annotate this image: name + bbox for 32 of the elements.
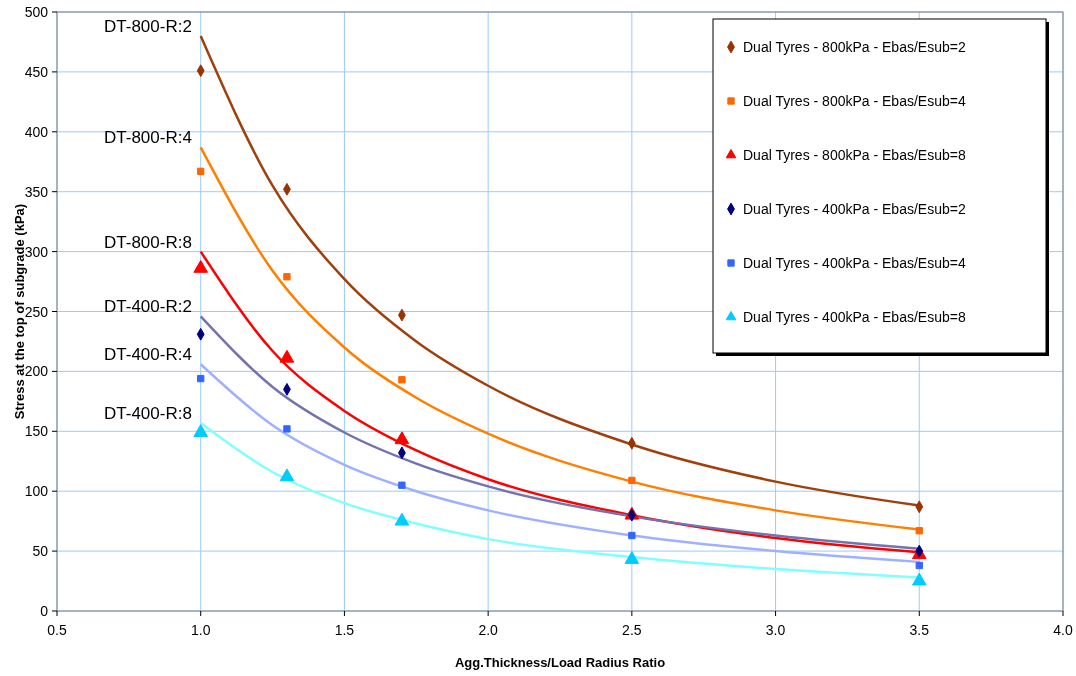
- legend-label: Dual Tyres - 400kPa - Ebas/Esub=4: [743, 255, 966, 271]
- legend-label: Dual Tyres - 800kPa - Ebas/Esub=8: [743, 147, 966, 163]
- y-tick-label: 300: [24, 243, 49, 260]
- y-tick-label: 400: [24, 123, 49, 140]
- annotation: DT-400-R:2: [104, 297, 192, 317]
- x-tick-label: 2.5: [622, 622, 642, 638]
- x-tick-label: 3.0: [765, 622, 786, 638]
- annotation: DT-800-R:2: [104, 16, 192, 36]
- x-tick-label: 2.0: [478, 622, 499, 638]
- y-tick-label: 500: [24, 4, 49, 20]
- y-tick-label: 350: [24, 183, 49, 200]
- y-tick-label: 150: [24, 423, 49, 440]
- x-tick-label: 4.0: [1053, 622, 1073, 638]
- x-tick-label: 1.0: [190, 622, 211, 638]
- legend-label: Dual Tyres - 400kPa - Ebas/Esub=2: [743, 201, 966, 217]
- y-tick-label: 250: [24, 303, 49, 320]
- y-tick-label: 0: [40, 603, 49, 619]
- legend-label: Dual Tyres - 400kPa - Ebas/Esub=8: [743, 309, 966, 325]
- legend-label: Dual Tyres - 800kPa - Ebas/Esub=4: [743, 93, 966, 109]
- annotation: DT-400-R:8: [104, 403, 192, 423]
- y-tick-label: 100: [24, 483, 49, 500]
- x-axis-title: Agg.Thickness/Load Radius Ratio: [454, 655, 666, 670]
- annotation: DT-800-R:4: [104, 128, 192, 148]
- x-tick-label: 0.5: [47, 622, 67, 638]
- y-tick-label: 450: [24, 63, 49, 80]
- y-tick-label: 50: [32, 543, 49, 560]
- x-tick-label: 3.5: [909, 622, 930, 638]
- x-tick-label: 1.5: [334, 622, 355, 638]
- y-tick-label: 200: [24, 363, 49, 380]
- annotation: DT-400-R:4: [104, 345, 192, 365]
- annotation: DT-800-R:8: [104, 232, 192, 252]
- legend-label: Dual Tyres - 800kPa - Ebas/Esub=2: [743, 39, 966, 55]
